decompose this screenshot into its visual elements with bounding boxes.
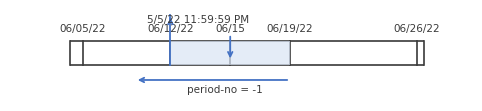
Text: period-no = -1: period-no = -1	[187, 85, 263, 95]
Text: 06/15: 06/15	[215, 24, 245, 34]
Text: 06/19/22: 06/19/22	[267, 24, 313, 34]
Text: 06/26/22: 06/26/22	[394, 24, 440, 34]
Text: 5/5/22 11:59:59 PM: 5/5/22 11:59:59 PM	[147, 15, 250, 25]
Text: 06/05/22: 06/05/22	[59, 24, 106, 34]
Text: 06/12/22: 06/12/22	[147, 24, 194, 34]
Bar	[171, 41, 290, 65]
